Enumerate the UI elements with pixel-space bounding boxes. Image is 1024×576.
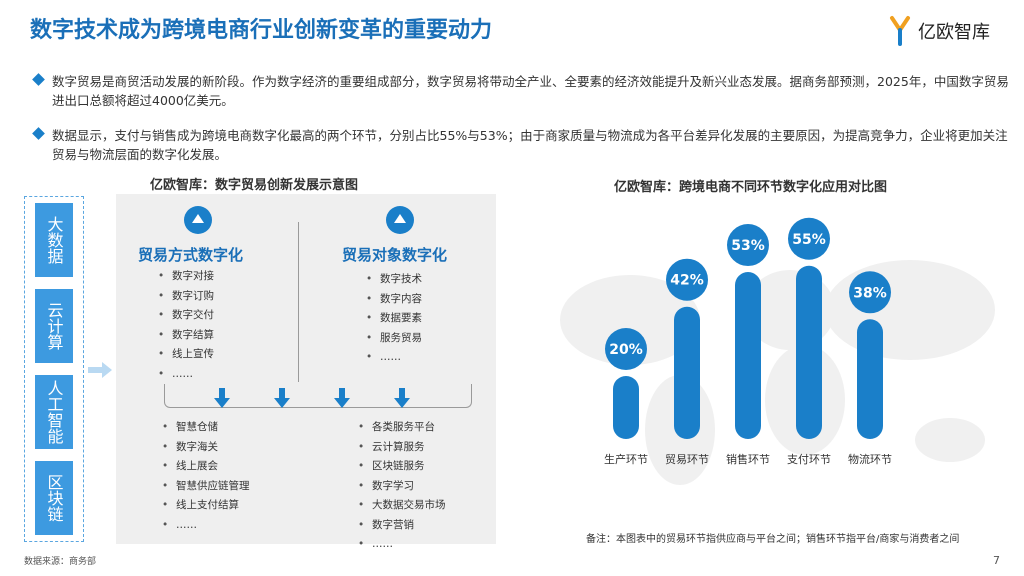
bullet-text: 数字贸易是商贸活动发展的新阶段。作为数字经济的重要组成部分，数字贸易将带动全产业… [52,74,1009,108]
trade-method-outcome-list: 智慧仓储 数字海关 线上展会 智慧供应链管理 线上支付结算 …… [162,418,250,535]
diagram-title: 亿欧智库：数字贸易创新发展示意图 [150,178,359,193]
category-label-3: 支付环节 [787,453,831,466]
category-label-1: 贸易环节 [665,453,709,466]
bar-0 [613,376,639,439]
down-arrow-icon [214,388,230,408]
list-item: 线上展会 [162,457,250,477]
down-arrow-icon [334,388,350,408]
list-item: 区块链服务 [358,457,446,477]
bar-1 [674,306,700,439]
yiou-logo-icon [890,16,910,46]
logo-text: 亿欧智库 [918,22,990,43]
data-label-3: 55% [792,232,826,248]
value-bubble-1 [666,258,708,301]
list-item: 数字营销 [358,516,446,536]
tech-box-blockchain: 区块链 [35,461,73,535]
tech-box-cloud-computing: 云计算 [35,289,73,363]
list-item: 大数据交易市场 [358,496,446,516]
vertical-divider [298,222,299,382]
tech-box-big-data: 大数据 [35,203,73,277]
category-label-2: 销售环节 [726,452,770,466]
list-item: …… [358,535,446,555]
data-label-2: 53% [731,238,765,254]
trade-method-list: 数字对接 数字订购 数字交付 数字结算 线上宣传 …… [158,267,214,384]
diamond-bullet-icon [32,127,45,140]
category-label-4: 物流环节 [848,452,892,466]
down-arrow-icon [394,388,410,408]
value-bubble-2 [727,224,769,267]
list-item: 数字海关 [162,438,250,458]
list-item: 各类服务平台 [358,418,446,438]
page-title: 数字技术成为跨境电商行业创新变革的重要动力 [30,18,493,43]
list-item: 智慧供应链管理 [162,477,250,497]
bullet-item: 数字贸易是商贸活动发展的新阶段。作为数字经济的重要组成部分，数字贸易将带动全产业… [32,72,1009,110]
data-label-4: 38% [853,285,887,301]
data-label-0: 20% [609,342,643,358]
world-map-background [560,260,995,485]
list-item: 数字订购 [158,287,214,307]
list-item: 云计算服务 [358,438,446,458]
list-item: 线上支付结算 [162,496,250,516]
list-item: 数字学习 [358,477,446,497]
down-arrow-icon [274,388,290,408]
chart-note: 备注：本图表中的贸易环节指供应商与平台之间；销售环节指平台/商家与消费者之间 [586,534,960,545]
list-item: 线上宣传 [158,345,214,365]
category-label-0: 生产环节 [604,452,648,466]
chart-title: 亿欧智库：跨境电商不同环节数字化应用对比图 [614,180,888,195]
bracket-divider [164,384,472,408]
list-item: …… [162,516,250,536]
right-arrow-icon [88,362,112,378]
list-item: 数字内容 [366,290,422,310]
diamond-bullet-icon [32,73,45,86]
bar-3 [796,265,822,439]
data-label-1: 42% [670,273,704,289]
bar-4 [857,319,883,439]
list-item: 数字对接 [158,267,214,287]
list-item: 数字技术 [366,270,422,290]
bar-chart: 20% 生产环节 42% 贸易环节 53% 销售环节 55% 支付环节 38% 物流环节 [560,217,995,485]
list-item: …… [158,365,214,385]
list-item: 数字交付 [158,306,214,326]
bullet-item: 数据显示，支付与销售成为跨境电商数字化最高的两个环节，分别占比55%与53%；由… [32,126,1009,164]
list-item: 智慧仓储 [162,418,250,438]
trade-method-heading: 贸易方式数字化 [138,246,244,264]
value-bubble-4 [849,271,891,314]
list-item: …… [366,348,422,368]
data-source: 数据来源：商务部 [24,557,97,567]
page-number: 7 [993,554,1000,567]
list-item: 数据要素 [366,309,422,329]
value-bubble-0 [605,328,647,370]
list-item: 数字结算 [158,326,214,346]
value-bubble-3 [788,217,830,260]
bullet-text: 数据显示，支付与销售成为跨境电商数字化最高的两个环节，分别占比55%与53%；由… [52,128,1008,162]
bar-2 [735,272,761,439]
list-item: 服务贸易 [366,329,422,349]
trade-object-heading: 贸易对象数字化 [342,246,448,264]
tech-box-ai: 人工智能 [35,375,73,449]
trade-object-outcome-list: 各类服务平台 云计算服务 区块链服务 数字学习 大数据交易市场 数字营销 …… [358,418,446,555]
trade-object-list: 数字技术 数字内容 数据要素 服务贸易 …… [366,270,422,368]
diagram-panel: 贸易方式数字化 贸易对象数字化 数字对接 数字订购 数字交付 数字结算 线上宣传… [116,194,496,550]
technology-panel: 大数据 云计算 人工智能 区块链 [24,196,84,542]
up-arrow-circle-icon [184,206,212,234]
up-arrow-circle-icon [386,206,414,234]
